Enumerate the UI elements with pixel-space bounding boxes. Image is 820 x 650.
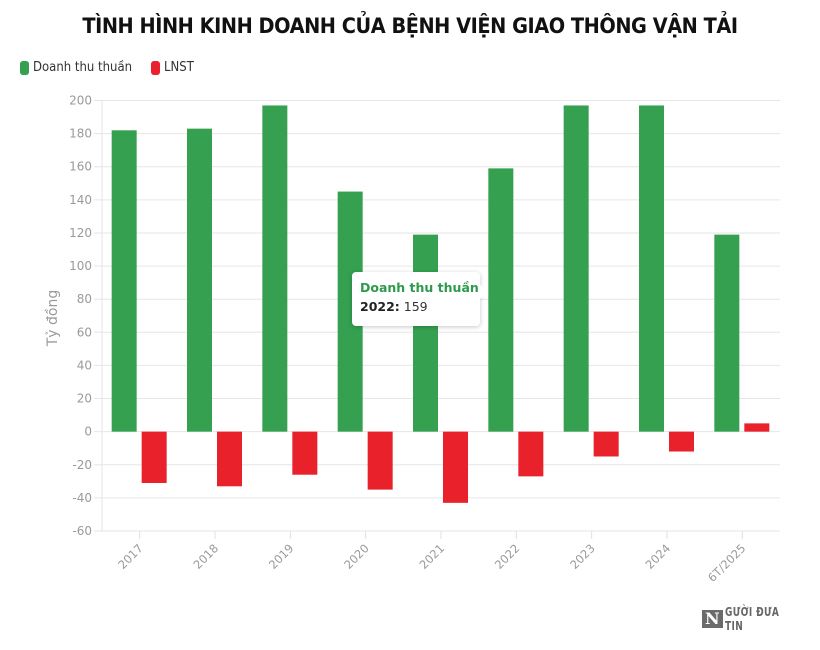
x-tick-label: 2017 — [115, 541, 146, 572]
legend-label: LNST — [164, 60, 194, 75]
bar-lnst[interactable] — [367, 431, 393, 490]
x-tick-label: 2020 — [341, 541, 372, 572]
bar-lnst[interactable] — [669, 431, 694, 452]
tooltip-value: 159 — [403, 299, 428, 314]
x-tick-label: 6T/2025 — [705, 541, 748, 584]
bar-doanh-thu[interactable] — [563, 105, 589, 432]
y-tick-label: 140 — [69, 193, 92, 207]
legend-item-lnst[interactable]: LNST — [151, 60, 197, 75]
y-tick-label: 100 — [69, 259, 92, 273]
logo-mark: N — [702, 610, 723, 628]
y-tick-label: 0 — [84, 425, 92, 439]
y-axis-title: Tỷ đồng — [44, 290, 61, 348]
y-tick-label: 120 — [69, 226, 92, 240]
logo-text: GƯỜI ĐƯA TIN — [724, 605, 779, 633]
bar-doanh-thu[interactable] — [111, 130, 137, 432]
chart-title: TÌNH HÌNH KINH DOANH CỦA BỆNH VIỆN GIAO … — [82, 14, 738, 38]
x-tick-label: 2019 — [266, 541, 297, 572]
bar-lnst[interactable] — [141, 431, 167, 483]
x-tick-label: 2018 — [191, 541, 222, 572]
tooltip-category: 2022: — [360, 299, 400, 314]
bar-doanh-thu[interactable] — [488, 168, 514, 432]
x-tick-label: 2022 — [492, 541, 523, 572]
legend-item-doanh-thu[interactable]: Doanh thu thuần — [20, 60, 143, 75]
legend-label: Doanh thu thuần — [33, 60, 133, 75]
x-tick-label: 2023 — [567, 541, 598, 572]
y-tick-label: -60 — [72, 524, 92, 538]
legend-swatch-red — [151, 60, 161, 75]
bar-lnst[interactable] — [292, 431, 318, 475]
x-tick-label: 2021 — [417, 541, 448, 572]
x-tick-label: 2024 — [643, 541, 674, 572]
bar-lnst[interactable] — [744, 423, 770, 432]
tooltip-series: Doanh thu thuần — [360, 280, 479, 295]
bar-doanh-thu[interactable] — [413, 234, 438, 432]
bar-doanh-thu[interactable] — [187, 128, 212, 432]
bar-doanh-thu[interactable] — [639, 105, 664, 432]
tooltip: Doanh thu thuần 2022: 159 — [352, 272, 487, 326]
bar-doanh-thu[interactable] — [262, 105, 288, 432]
bar-doanh-thu[interactable] — [714, 234, 740, 432]
y-tick-label: 160 — [69, 160, 92, 174]
bar-lnst[interactable] — [593, 431, 619, 457]
watermark-logo: N GƯỜI ĐƯA TIN — [702, 605, 820, 633]
tooltip-value-row: 2022: 159 — [360, 299, 472, 314]
legend: Doanh thu thuần LNST — [20, 60, 205, 75]
y-tick-label: -20 — [72, 458, 92, 472]
bar-lnst[interactable] — [443, 431, 468, 503]
y-tick-label: 80 — [77, 292, 92, 306]
y-tick-label: 60 — [77, 325, 92, 339]
y-tick-label: 200 — [69, 94, 92, 108]
y-tick-label: 180 — [69, 127, 92, 141]
bar-lnst[interactable] — [217, 431, 242, 487]
bar-lnst[interactable] — [518, 431, 544, 477]
y-tick-label: -40 — [72, 491, 92, 505]
legend-swatch-green — [20, 60, 29, 75]
y-tick-label: 40 — [77, 358, 92, 372]
y-tick-label: 20 — [77, 392, 92, 406]
